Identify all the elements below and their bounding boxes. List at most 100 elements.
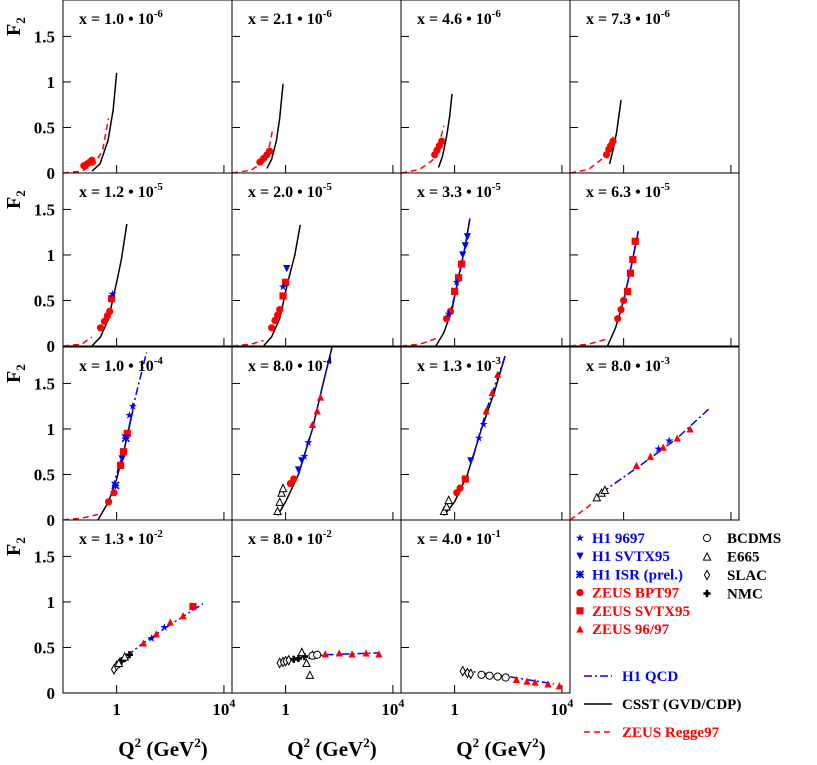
marker (273, 506, 282, 515)
legend-item: SLAC (703, 568, 767, 584)
legend-item: H1 ISR (prel.) (575, 567, 683, 583)
x-label-exponent: 2 (135, 735, 142, 750)
title-exponent: -5 (323, 181, 333, 193)
marker (114, 658, 124, 668)
x-label-part: ) (539, 737, 546, 761)
marker (452, 277, 461, 286)
marker (512, 675, 520, 683)
x-tick-main: 10 (550, 700, 567, 719)
panel: x = 3.3 • 10-5 (400, 172, 571, 347)
panel: x = 8.0 • 10-2 (231, 519, 402, 694)
panel-title: x = 2.1 • 10-6 (248, 8, 332, 28)
legend-item: NMC (703, 587, 763, 603)
marker (278, 282, 288, 291)
marker (119, 448, 128, 456)
x-label-part: (GeV (310, 737, 363, 761)
title-main: x = 1.2 • 10 (79, 184, 154, 201)
marker (444, 309, 453, 318)
marker (444, 495, 454, 505)
curve (63, 336, 93, 346)
marker (555, 682, 563, 690)
marker (665, 436, 674, 445)
panel-title: x = 1.3 • 10-2 (79, 528, 163, 548)
marker (623, 287, 632, 295)
legend-label: ZEUS SVTX95 (592, 604, 690, 620)
legend-label: ZEUS Regge97 (622, 725, 720, 741)
marker (523, 677, 531, 685)
title-main: x = 8.0 • 10 (248, 358, 323, 375)
y-tick-label: 0.5 (34, 638, 55, 657)
x-label-exponent: 2 (304, 735, 311, 750)
marker (463, 233, 472, 241)
marker (278, 483, 288, 493)
marker (467, 457, 475, 465)
curve (91, 72, 118, 172)
title-main: x = 2.1 • 10 (248, 11, 323, 28)
y-axis-label: F2 (3, 537, 28, 556)
y-tick-label: 1 (47, 73, 56, 92)
panel: x = 4.0 • 10-1 (400, 519, 571, 694)
curve (232, 339, 264, 346)
marker (459, 251, 467, 259)
x-label-part: Q (287, 737, 303, 761)
y-label-main: F (3, 197, 25, 209)
legend-item: ZEUS Regge97 (584, 725, 720, 741)
marker (139, 639, 148, 647)
marker (375, 650, 383, 658)
curve (462, 669, 554, 685)
x-tick-label: 1 (450, 700, 459, 719)
panel-title: x = 1.0 • 10-6 (79, 8, 163, 28)
y-tick-label: 1.5 (34, 547, 55, 566)
panel: x = 4.6 • 10-6 (400, 0, 571, 174)
marker (459, 665, 466, 677)
panel-title: x = 1.2 • 10-5 (79, 181, 163, 201)
marker (271, 316, 279, 325)
marker (654, 444, 663, 453)
panel: x = 2.1 • 10-6 (231, 0, 402, 174)
marker (300, 451, 309, 460)
x-axis-label: Q2 (GeV2) (287, 735, 376, 761)
marker (100, 317, 109, 326)
y-tick-label: 1 (47, 420, 56, 439)
legend-item: CSST (GVD/CDP) (584, 697, 741, 713)
curve (608, 100, 622, 165)
marker (673, 434, 681, 442)
title-main: x = 1.3 • 10 (79, 531, 154, 548)
marker (110, 489, 118, 497)
marker (485, 671, 494, 680)
legend-label: SLAC (727, 568, 767, 584)
legend-item: ZEUS BPT97 (576, 586, 680, 602)
marker (467, 668, 474, 680)
panel-title: x = 1.0 • 10-4 (79, 355, 163, 375)
legend-label: ZEUS BPT97 (592, 586, 680, 602)
x-tick-label: 104 (212, 696, 235, 719)
x-label-exponent: 2 (363, 735, 370, 750)
title-main: x = 2.0 • 10 (248, 184, 323, 201)
y-label-sub: 2 (13, 364, 28, 371)
curve (266, 83, 284, 169)
panel-title: x = 6.3 • 10-5 (586, 181, 670, 201)
x-axis-label: Q2 (GeV2) (118, 735, 207, 761)
panel: x = 1.3 • 10-2 (62, 519, 233, 694)
curve (570, 337, 608, 346)
marker (104, 498, 113, 506)
legend-label: CSST (GVD/CDP) (622, 697, 741, 713)
panel: x = 7.3 • 10-6 (569, 0, 740, 174)
y-tick-label: 1.5 (34, 27, 55, 46)
marker (313, 407, 321, 415)
title-main: x = 8.0 • 10 (586, 358, 661, 375)
marker (335, 649, 343, 657)
curve (443, 355, 506, 516)
marker (362, 649, 370, 657)
marker (575, 533, 585, 542)
marker (275, 497, 285, 506)
panel-frame (569, 172, 740, 347)
legend-item: H1 QCD (584, 669, 678, 685)
panel-title: x = 4.0 • 10-1 (417, 528, 501, 548)
curve (232, 127, 274, 173)
x-tick-label: 1 (281, 700, 290, 719)
marker (279, 292, 287, 300)
legend-item: ZEUS SVTX95 (576, 604, 690, 620)
marker (461, 475, 469, 483)
